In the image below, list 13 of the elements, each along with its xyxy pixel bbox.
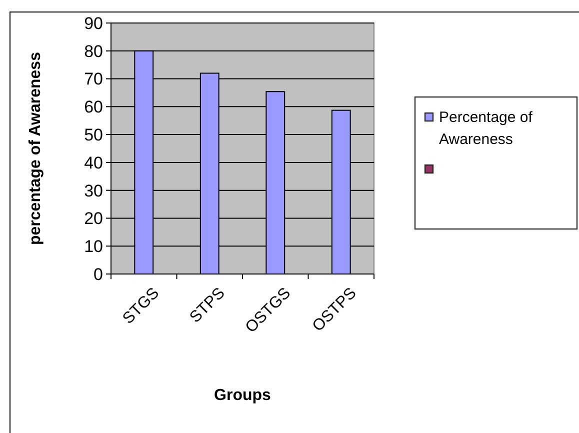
- y-tick-label: 0: [94, 264, 103, 284]
- y-tick-label: 40: [84, 153, 103, 172]
- y-tick-label: 80: [84, 42, 103, 61]
- x-axis-title: Groups: [214, 387, 272, 404]
- y-tick-label: 60: [84, 98, 103, 117]
- y-tick-label: 90: [84, 14, 103, 33]
- y-tick-label: 70: [84, 70, 103, 89]
- y-tick-label: 20: [84, 209, 103, 228]
- y-axis-title: percentage of Awareness: [27, 52, 44, 245]
- y-tick-label: 30: [84, 181, 103, 200]
- legend-label: Percentage of Awareness: [439, 109, 534, 148]
- y-tick-label: 10: [84, 237, 103, 256]
- y-tick-label: 50: [84, 126, 103, 145]
